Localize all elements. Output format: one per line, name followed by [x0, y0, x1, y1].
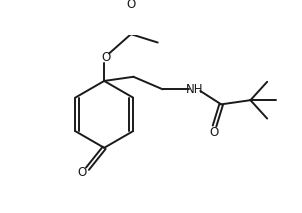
Text: O: O [209, 126, 218, 139]
Text: O: O [77, 166, 86, 178]
Text: O: O [101, 51, 111, 64]
Text: O: O [126, 0, 136, 11]
Text: NH: NH [186, 83, 203, 96]
